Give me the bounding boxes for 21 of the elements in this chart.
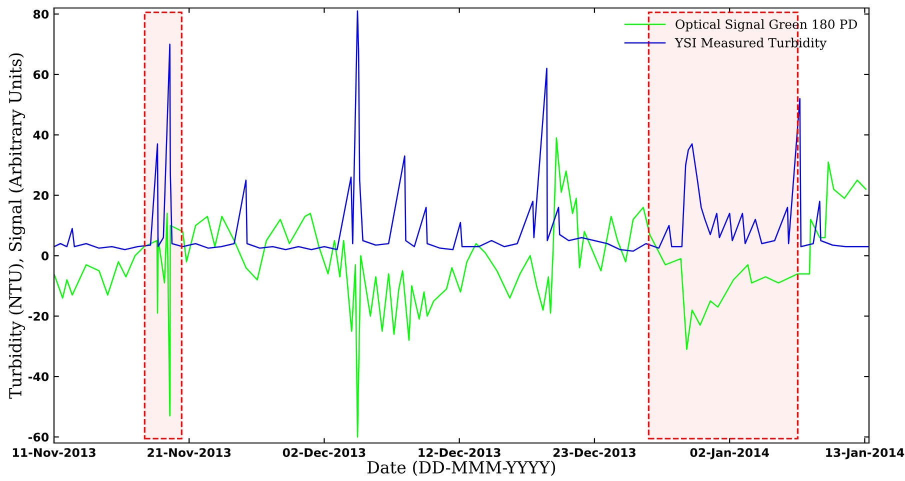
y-tick-label: -40	[28, 372, 49, 382]
y-tick-label: -60	[28, 432, 49, 442]
y-axis-title: Turbidity (NTU), Signal (Arbitrary Units)	[8, 53, 26, 399]
legend-label: Optical Signal Green 180 PD	[676, 19, 858, 32]
line-series	[54, 10, 869, 252]
x-tick-label: 13-Jan-2014	[826, 448, 904, 460]
x-tick-label: 12-Dec-2013	[418, 448, 500, 457]
x-tick-label: 11-Nov-2013	[12, 448, 96, 457]
x-tick-label: 02-Dec-2013	[282, 448, 366, 457]
y-tick-label: -20	[28, 312, 49, 321]
y-tick-label: 40	[33, 130, 49, 140]
x-tick-label: 23-Dec-2013	[553, 448, 636, 457]
y-tick-label: 80	[33, 10, 49, 19]
line-series	[54, 137, 866, 438]
y-tick-label: 0	[41, 251, 49, 260]
x-axis-title: Date (DD-MMM-YYYY)	[368, 460, 556, 476]
x-tick-label: 02-Jan-2014	[690, 448, 769, 460]
y-tick-label: 60	[33, 70, 49, 80]
legend-label: YSI Measured Turbidity	[674, 38, 827, 50]
x-tick-label: 21-Nov-2013	[148, 448, 231, 457]
y-tick-label: 20	[34, 191, 49, 200]
